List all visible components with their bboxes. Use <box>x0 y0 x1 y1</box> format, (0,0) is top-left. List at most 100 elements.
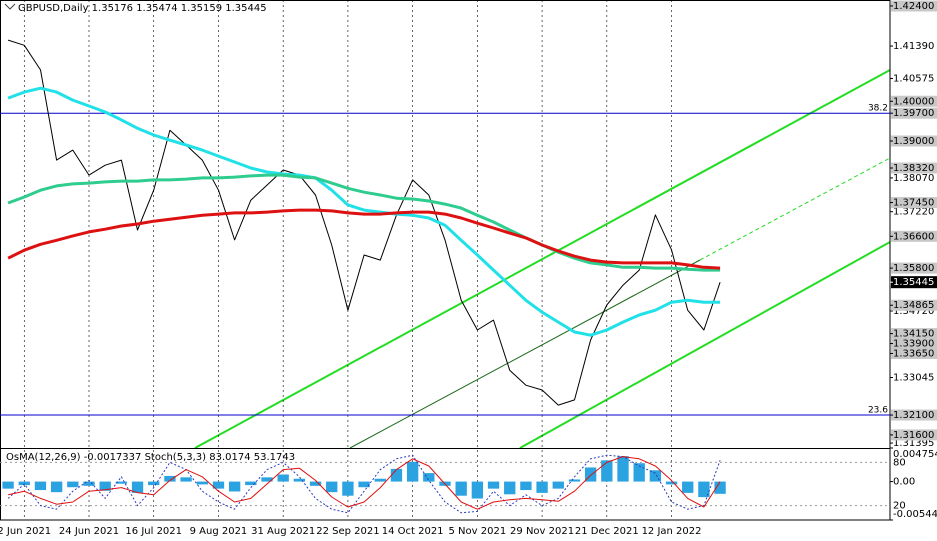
level-label-bg <box>891 262 937 274</box>
last-price-bg <box>891 276 937 289</box>
osma-bar <box>293 478 306 482</box>
channel-upper <box>194 69 891 449</box>
level-label-bg <box>891 429 937 441</box>
osma-bar <box>374 478 386 482</box>
y-tick-label: 1.41390 <box>893 41 934 52</box>
osma-bar <box>99 481 111 491</box>
level-label: 1.39000 <box>893 136 934 147</box>
level-note: 23.6 <box>868 406 888 416</box>
price-line <box>7 39 721 406</box>
osma-bar <box>277 474 289 482</box>
osma-bar <box>50 481 63 493</box>
osma-bar <box>228 481 241 492</box>
x-tick-label: 31 Aug 2021 <box>251 526 315 537</box>
moving-average <box>7 173 721 272</box>
osma-bar <box>261 477 273 482</box>
x-tick-label: 5 Nov 2021 <box>449 526 507 537</box>
x-tick-label: 21 Dec 2021 <box>575 526 639 537</box>
y-tick-label: 1.31395 <box>893 438 934 449</box>
level-label-bg <box>891 0 937 12</box>
y-tick-label: 1.33045 <box>893 373 934 384</box>
osma-bar <box>342 481 354 496</box>
osma-bar <box>682 481 694 493</box>
x-tick-label: 9 Aug 2021 <box>190 526 248 537</box>
level-label: 1.35800 <box>893 263 934 274</box>
osma-bar <box>390 468 403 482</box>
level-label: 1.37450 <box>893 198 934 209</box>
osma-bar <box>665 481 678 485</box>
osma-bar <box>471 481 484 499</box>
osma-bar <box>196 481 208 485</box>
level-label: 1.31600 <box>893 430 934 441</box>
level-label-bg <box>891 347 937 359</box>
level-label: 1.34150 <box>893 329 934 340</box>
y2-tick-label: 20 <box>893 501 906 512</box>
x-tick-label: 24 Jun 2021 <box>59 526 119 537</box>
osma-bar <box>520 481 532 491</box>
osma-bar <box>83 481 95 486</box>
osma-bar <box>584 467 597 482</box>
osma-bar <box>326 481 338 493</box>
y-tick-label: 0.00 <box>893 477 915 488</box>
moving-average <box>7 86 721 337</box>
osma-bar <box>487 481 500 489</box>
x-tick-label: 16 Jul 2021 <box>125 526 182 537</box>
oscillator-title: OsMA(12,26,9) -0.0017337 Stoch(5,3,3) 83… <box>6 452 295 463</box>
level-label: 1.39700 <box>893 108 934 119</box>
osma-bar <box>633 463 645 482</box>
y-tick-label: 1.40575 <box>893 73 934 84</box>
osma-bar <box>164 475 176 482</box>
osma-bar <box>115 481 128 484</box>
level-label: 1.32100 <box>893 410 934 421</box>
x-tick-label: 29 Nov 2021 <box>510 526 574 537</box>
y-tick-label: -0.005440 <box>893 509 937 520</box>
osma-bar <box>309 481 322 486</box>
osma-bar <box>34 481 47 491</box>
last-price-label: 1.35445 <box>893 277 934 288</box>
level-label-bg <box>891 95 937 107</box>
stochastic-line <box>7 456 721 510</box>
level-label: 1.42400 <box>893 1 934 12</box>
channel-lower <box>519 241 891 449</box>
osma-bar <box>552 481 564 489</box>
osma-bar <box>698 481 710 498</box>
osma-bar <box>406 461 419 482</box>
level-label-bg <box>891 107 937 119</box>
level-label: 1.40000 <box>893 96 934 107</box>
osma-bar <box>601 460 613 482</box>
x-tick-label: 12 Jan 2022 <box>642 526 702 537</box>
level-label-bg <box>891 197 937 209</box>
osma-bar <box>649 470 662 482</box>
chart-title: GBPUSD,Daily 1.35176 1.35474 1.35159 1.3… <box>18 3 267 14</box>
osma-bar <box>536 481 548 493</box>
osma-bar <box>455 481 467 496</box>
osma-bar <box>212 481 225 489</box>
stochastic-line <box>7 454 721 514</box>
osma-bar <box>18 481 30 486</box>
x-tick-label: 2 Jun 2021 <box>0 526 51 537</box>
osma-bar <box>714 481 726 494</box>
level-label: 1.33900 <box>893 339 934 350</box>
y-tick-label: 1.38070 <box>893 173 934 184</box>
level-label-bg <box>891 135 937 147</box>
level-label-bg <box>891 328 937 340</box>
level-label-bg <box>891 230 937 242</box>
osma-bar <box>131 481 144 493</box>
level-label: 1.36600 <box>893 231 934 242</box>
channel-middle-extension <box>699 157 891 261</box>
osma-bar <box>504 481 516 495</box>
level-label: 1.33650 <box>893 348 934 359</box>
level-label: 1.34865 <box>893 300 934 311</box>
x-tick-label: 14 Oct 2021 <box>382 526 444 537</box>
osma-bar <box>568 479 581 482</box>
moving-average <box>7 208 721 270</box>
chart-icon <box>4 3 16 10</box>
osma-bar <box>2 481 14 489</box>
y-tick-label: 0.0047541 <box>893 449 937 460</box>
y-tick-label: 1.37220 <box>893 207 934 218</box>
level-label-bg <box>891 299 937 311</box>
osma-bar <box>67 481 79 488</box>
